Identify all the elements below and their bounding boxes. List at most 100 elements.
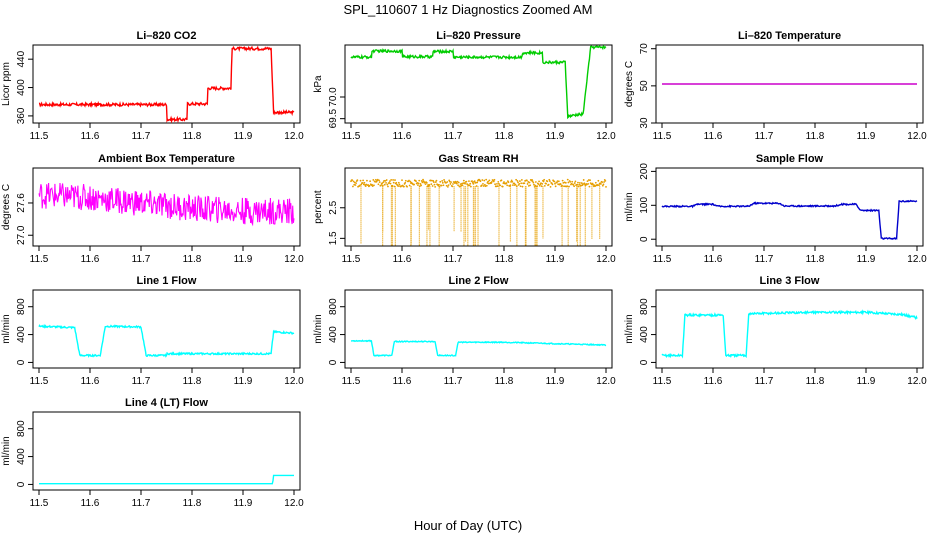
x-tick-label: 12.0 [284,131,304,142]
x-tick-label: 11.8 [183,254,202,265]
x-tick-label: 11.7 [132,376,151,387]
data-point [401,179,403,182]
chart-panel: Line 1 Flow 11.5 11.6 11.7 11.8 11.9 12.0 0 400 8… [1,275,304,387]
data-point [390,178,393,181]
data-point [573,185,576,188]
data-point [505,182,508,184]
data-point [397,185,400,188]
data-point [425,181,428,184]
y-axis-label: ml/min [1,436,12,465]
x-tick-label: 11.7 [444,254,463,265]
data-point [543,178,546,181]
x-tick-label: 11.7 [755,376,774,387]
data-point [548,178,551,181]
data-point [542,180,545,183]
data-point [537,183,540,186]
plot-frame [344,167,613,247]
chart-panel: Line 3 Flow 11.5 11.6 11.7 11.8 11.9 12.0 0 400 8… [624,275,927,387]
y-tick-label: 30 [639,117,650,129]
data-point [441,180,444,182]
y-tick-label: 440 [16,50,27,67]
data-point [497,180,500,183]
data-point [573,182,576,184]
data-point [549,185,552,188]
data-point [392,181,395,184]
data-point [541,182,544,185]
data-point [586,180,589,183]
data-point [408,179,410,182]
y-tick-label: 400 [328,326,339,343]
data-point [602,183,605,186]
data-point [485,178,488,181]
data-point [421,181,424,184]
data-point [359,179,362,182]
x-tick-label: 11.7 [444,376,463,387]
data-point [374,178,377,181]
y-tick-label: 0 [639,236,650,242]
data-point [447,186,449,188]
data-point [465,180,468,183]
data-point [529,184,532,187]
data-point [403,185,405,188]
data-point [380,184,382,187]
data-point [362,179,365,182]
data-point [492,180,495,183]
data-point [553,180,556,183]
data-series [38,323,295,358]
x-tick-label: 11.7 [132,498,151,509]
data-point [526,179,528,182]
chart-panel: Line 2 Flow 11.5 11.6 11.7 11.8 11.9 12.0 0 400 8… [313,275,616,387]
data-point [446,181,449,183]
data-point [479,180,482,183]
data-point [538,180,540,183]
x-tick-label: 12.0 [907,254,927,265]
data-point [372,179,375,181]
data-series [661,199,918,241]
x-tick-label: 11.8 [806,376,825,387]
y-tick-label: 800 [639,298,650,315]
data-point [476,181,479,184]
x-tick-label: 11.6 [81,498,100,509]
data-point [506,184,509,187]
y-axis-label: ml/min [624,314,635,343]
y-axis-label: ml/min [313,314,324,343]
x-tick-label: 11.5 [653,376,672,387]
data-point [439,180,442,183]
data-point [510,179,513,182]
data-point [415,180,417,183]
data-point [594,181,597,184]
data-point [378,181,381,184]
data-point [451,185,454,188]
data-point [576,183,579,186]
data-point [509,184,512,187]
plot-frame [32,167,301,247]
data-point [516,179,519,182]
data-point [433,183,436,186]
data-point [381,184,384,187]
data-point [443,178,445,181]
chart-title: Gas Stream RH [438,153,518,165]
data-point [523,182,526,185]
chart-title: Ambient Box Temperature [98,153,235,165]
data-point [480,184,483,187]
data-point [507,181,510,184]
data-point [588,185,591,188]
data-point [534,181,537,183]
data-point [468,180,470,183]
x-tick-label: 11.8 [183,376,202,387]
x-tick-label: 11.9 [857,131,876,142]
data-point [395,181,398,184]
data-point [557,180,560,183]
data-point [580,182,583,184]
x-tick-label: 11.7 [755,131,774,142]
data-point [490,180,493,183]
data-point [422,180,425,183]
data-point [360,183,363,186]
data-point [600,183,602,185]
chart-panel: Li–820 CO2 11.5 11.6 11.7 11.8 11.9 12.0 360 400… [1,30,304,142]
data-point [398,183,401,186]
data-point [391,184,394,187]
data-point [464,182,467,185]
data-point [540,185,543,188]
data-point [572,183,575,186]
